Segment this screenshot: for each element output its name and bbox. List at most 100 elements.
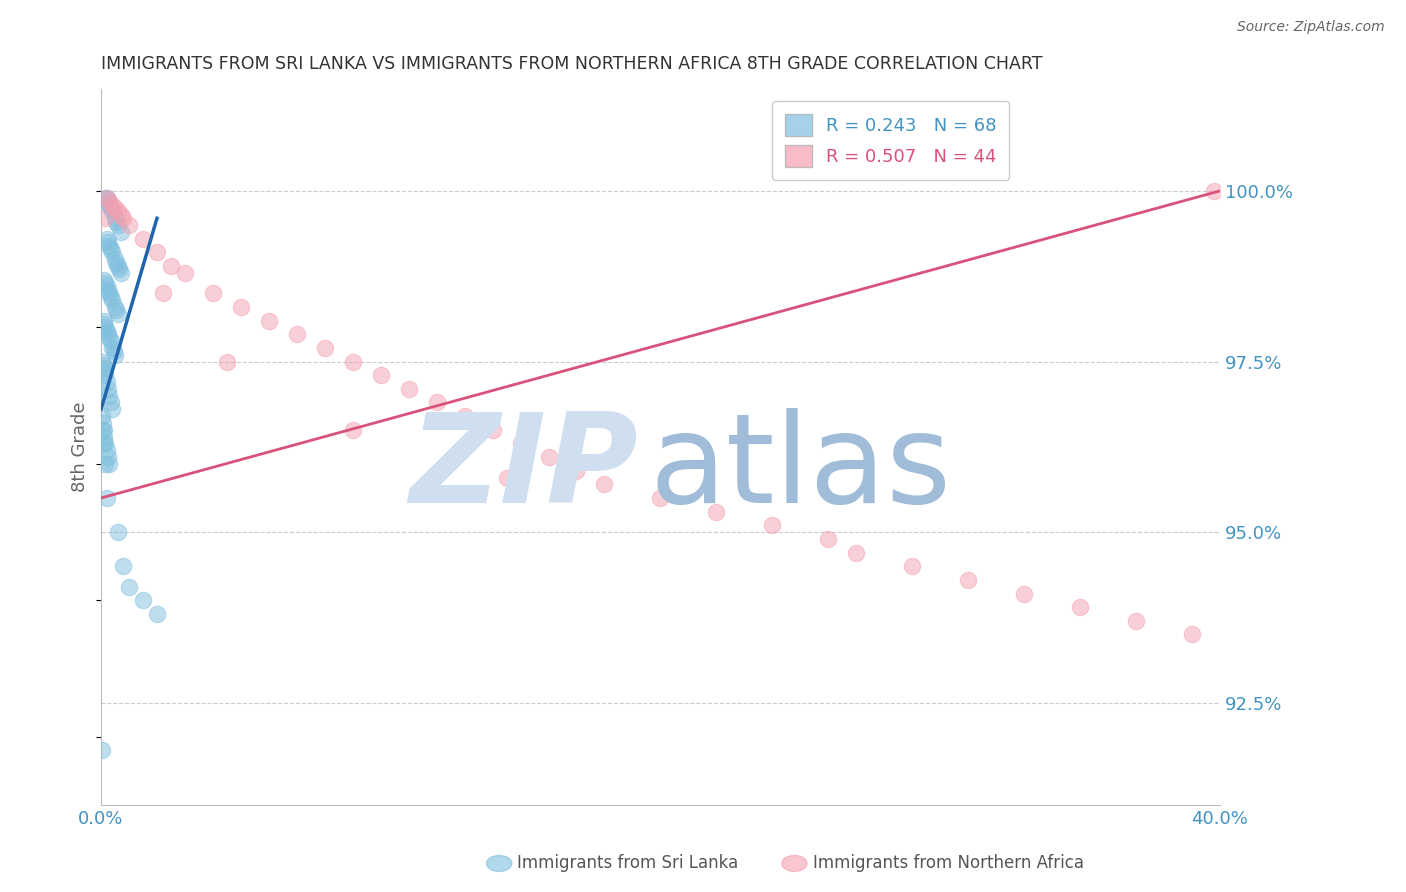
Point bbox=[104, 201, 127, 215]
Point bbox=[453, 409, 475, 424]
Point bbox=[1181, 627, 1204, 641]
Point bbox=[495, 470, 517, 484]
Point bbox=[152, 286, 174, 301]
Point bbox=[107, 259, 129, 273]
Point bbox=[370, 368, 392, 383]
Point bbox=[98, 389, 121, 403]
Point bbox=[110, 208, 132, 222]
Text: IMMIGRANTS FROM SRI LANKA VS IMMIGRANTS FROM NORTHERN AFRICA 8TH GRADE CORRELATI: IMMIGRANTS FROM SRI LANKA VS IMMIGRANTS … bbox=[101, 55, 1042, 73]
Point bbox=[94, 457, 117, 471]
Point bbox=[110, 266, 132, 280]
Point bbox=[98, 331, 121, 345]
Point bbox=[132, 593, 155, 607]
Point bbox=[107, 218, 129, 232]
Point bbox=[160, 259, 183, 273]
Point bbox=[97, 450, 120, 464]
Point bbox=[105, 214, 128, 228]
Point bbox=[704, 505, 727, 519]
Point bbox=[956, 573, 979, 587]
Y-axis label: 8th Grade: 8th Grade bbox=[72, 401, 89, 492]
Point bbox=[101, 293, 124, 307]
Point bbox=[93, 273, 115, 287]
Point bbox=[104, 348, 127, 362]
Point bbox=[96, 279, 118, 293]
Point bbox=[101, 341, 124, 355]
Point bbox=[342, 354, 364, 368]
Point bbox=[107, 204, 129, 219]
Point bbox=[215, 354, 238, 368]
Point bbox=[96, 324, 118, 338]
Point bbox=[817, 532, 839, 546]
Point bbox=[97, 382, 120, 396]
Point bbox=[105, 303, 128, 318]
Point bbox=[110, 225, 132, 239]
Point bbox=[901, 559, 924, 574]
Text: Immigrants from Sri Lanka: Immigrants from Sri Lanka bbox=[517, 855, 738, 872]
Point bbox=[146, 245, 169, 260]
Point bbox=[96, 375, 118, 389]
Point bbox=[104, 300, 127, 314]
Point bbox=[100, 290, 122, 304]
Point bbox=[101, 245, 124, 260]
Point bbox=[94, 436, 117, 450]
Point bbox=[650, 491, 672, 505]
Point bbox=[118, 580, 141, 594]
Point bbox=[93, 436, 115, 450]
Point bbox=[398, 382, 420, 396]
Point bbox=[1125, 614, 1147, 628]
Point bbox=[285, 327, 308, 342]
Point bbox=[593, 477, 616, 491]
Point bbox=[1012, 586, 1035, 600]
Point bbox=[94, 211, 117, 226]
Point bbox=[108, 262, 131, 277]
Point bbox=[94, 276, 117, 290]
Point bbox=[93, 423, 115, 437]
Point bbox=[537, 450, 560, 464]
Point bbox=[1069, 600, 1091, 615]
Legend: R = 0.243   N = 68, R = 0.507   N = 44: R = 0.243 N = 68, R = 0.507 N = 44 bbox=[772, 101, 1010, 179]
Point bbox=[761, 518, 783, 533]
Point bbox=[100, 395, 122, 409]
Point bbox=[1204, 184, 1226, 198]
Point bbox=[174, 266, 197, 280]
Point bbox=[101, 402, 124, 417]
Point bbox=[91, 409, 114, 424]
Point bbox=[97, 235, 120, 249]
Point bbox=[93, 429, 115, 443]
Point bbox=[93, 361, 115, 376]
Point bbox=[101, 204, 124, 219]
Point bbox=[93, 317, 115, 331]
Point bbox=[98, 197, 121, 211]
Text: atlas: atlas bbox=[650, 408, 952, 529]
Point bbox=[118, 218, 141, 232]
Point bbox=[91, 423, 114, 437]
Point bbox=[257, 313, 280, 327]
Point bbox=[98, 238, 121, 252]
Point bbox=[201, 286, 224, 301]
Point bbox=[101, 197, 124, 211]
Point bbox=[98, 286, 121, 301]
Point bbox=[342, 423, 364, 437]
Point bbox=[100, 242, 122, 256]
Point bbox=[98, 457, 121, 471]
Point bbox=[91, 354, 114, 368]
Point bbox=[565, 464, 588, 478]
Point bbox=[105, 255, 128, 269]
Point bbox=[96, 191, 118, 205]
Point bbox=[91, 358, 114, 372]
Point bbox=[93, 365, 115, 379]
Point bbox=[98, 194, 121, 209]
Point bbox=[96, 191, 118, 205]
Point bbox=[314, 341, 336, 355]
Text: ZIP: ZIP bbox=[409, 408, 638, 529]
Point bbox=[146, 607, 169, 621]
Point bbox=[509, 436, 531, 450]
Point bbox=[96, 491, 118, 505]
Point bbox=[845, 546, 868, 560]
Point bbox=[132, 232, 155, 246]
Point bbox=[112, 211, 135, 226]
Point bbox=[93, 313, 115, 327]
Point bbox=[107, 307, 129, 321]
Point bbox=[94, 191, 117, 205]
Text: Immigrants from Northern Africa: Immigrants from Northern Africa bbox=[813, 855, 1084, 872]
